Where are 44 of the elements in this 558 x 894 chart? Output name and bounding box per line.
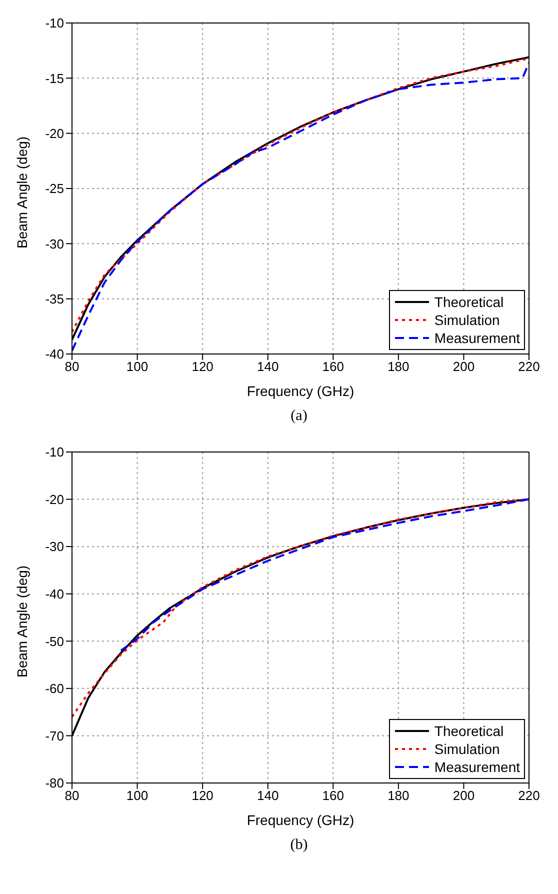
x-tick-label: 140 — [257, 788, 279, 804]
x-tick-label: 80 — [64, 788, 80, 804]
x-tick-label: 180 — [388, 788, 410, 804]
x-tick-label: 220 — [518, 359, 540, 374]
y-tick-label: -25 — [45, 181, 64, 196]
y-tick-label: -80 — [45, 776, 64, 791]
text: (a) — [290, 408, 308, 425]
x-tick-label: 120 — [192, 788, 214, 804]
y-axis-title: Beam Angle (deg) — [14, 565, 30, 678]
y-tick-label: -60 — [45, 681, 64, 696]
legend-label: Measurement — [434, 329, 520, 347]
y-tick-label: -50 — [45, 634, 64, 649]
x-tick-label: 180 — [388, 359, 410, 374]
legend-label: Simulation — [434, 311, 500, 329]
x-axis-title: Frequency (GHz) — [246, 812, 354, 828]
y-tick-label: -40 — [45, 586, 64, 602]
legend-label: Theoretical — [434, 293, 504, 311]
line-series — [120, 498, 529, 652]
y-tick-label: -20 — [45, 492, 64, 507]
y-tick-label: -20 — [45, 126, 64, 141]
x-tick-label: 100 — [126, 788, 148, 804]
x-tick-label: 80 — [64, 359, 80, 374]
y-tick-label: -15 — [45, 70, 64, 86]
x-tick-label: 160 — [322, 359, 344, 374]
y-tick-label: -10 — [45, 16, 64, 31]
y-tick-label: -10 — [45, 444, 64, 460]
legend-label: Simulation — [434, 740, 500, 758]
y-tick-label: -35 — [45, 291, 64, 306]
x-axis-title: Frequency (GHz) — [246, 383, 354, 399]
x-tick-label: 120 — [192, 359, 214, 374]
legend-label: Measurement — [434, 758, 520, 776]
x-tick-label: 100 — [126, 359, 148, 374]
y-tick-label: -30 — [45, 236, 64, 252]
y-tick-label: -70 — [45, 728, 64, 744]
x-tick-label: 160 — [322, 788, 344, 804]
y-tick-label: -40 — [45, 346, 64, 362]
legend-label: Theoretical — [434, 722, 504, 740]
y-tick-label: -30 — [45, 539, 64, 554]
x-tick-label: 220 — [518, 788, 540, 804]
x-tick-label: 200 — [452, 788, 475, 804]
y-axis-title: Beam Angle (deg) — [14, 136, 30, 248]
x-tick-label: 200 — [452, 359, 475, 374]
x-tick-label: 140 — [257, 359, 279, 374]
text: (b) — [289, 837, 309, 854]
